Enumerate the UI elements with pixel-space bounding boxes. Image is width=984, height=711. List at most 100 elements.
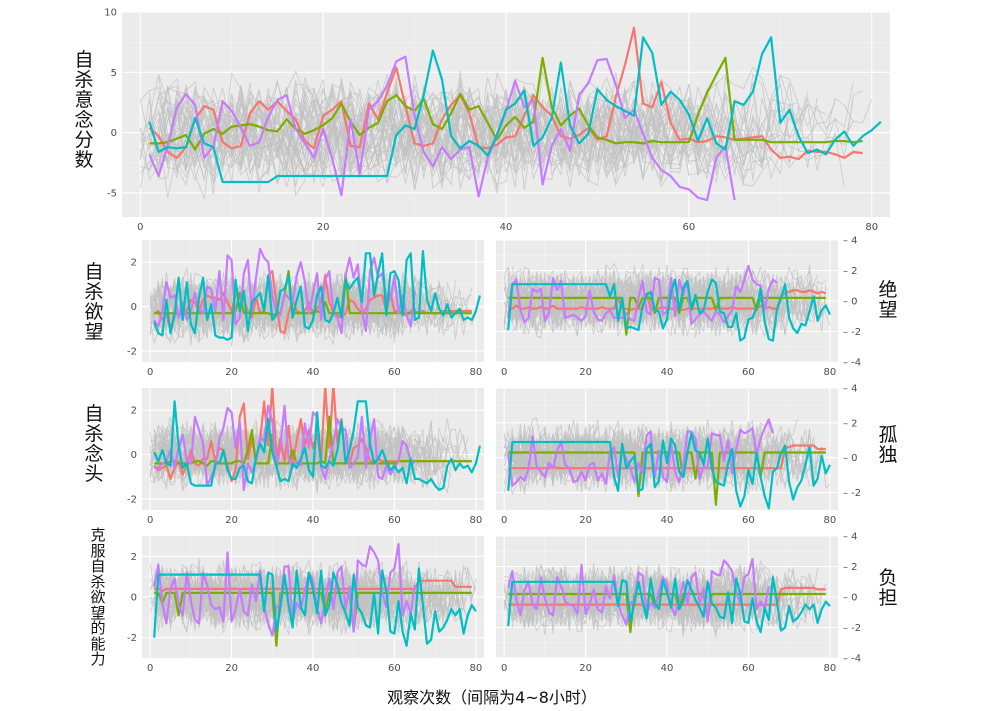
x-tick-label: 40 (661, 367, 674, 378)
y-tick-label: – -2 (843, 327, 861, 338)
background-line (158, 83, 799, 181)
highlight-series-group (153, 247, 481, 341)
background-line (503, 266, 823, 326)
series-line-2 (507, 418, 774, 487)
y-tick-label: 2 (131, 552, 137, 563)
x-tick-label: 20 (579, 367, 592, 378)
panel-left-2: 0 20 40 60 80 -2 0 2 (127, 388, 484, 526)
series-line-3 (507, 576, 831, 634)
y-tick-label: – 2 (843, 266, 858, 277)
x-tick-label: 80 (469, 663, 482, 674)
y-tick-label: -2 (127, 346, 137, 357)
y-tick-label: – 4 (843, 532, 858, 543)
x-tick-label: 20 (579, 515, 592, 526)
x-tick-label: 80 (865, 222, 878, 233)
x-tick-label: 80 (823, 367, 836, 378)
series-line-0 (507, 444, 826, 471)
x-tick-label: 0 (137, 222, 143, 233)
background-line (507, 422, 778, 480)
series-line-1 (508, 451, 826, 506)
x-tick-label: 60 (742, 663, 755, 674)
panel-right-3: 0 20 40 60 80 – -4 – -2 – 0 – 2 – 4 (496, 532, 861, 674)
x-tick-label: 60 (388, 663, 401, 674)
x-tick-label: 40 (500, 222, 513, 233)
right-2-label: 孤独 (878, 424, 898, 466)
x-tick-label: 0 (501, 367, 507, 378)
x-tick-label: 20 (317, 222, 330, 233)
highlight-series-group (153, 388, 481, 492)
y-tick-label: – -4 (843, 654, 861, 665)
x-tick-label: 60 (388, 367, 401, 378)
highlight-series-group (148, 26, 882, 202)
y-tick-label: – -2 (843, 623, 861, 634)
series-line-0 (508, 586, 826, 606)
y-tick-label: 2 (131, 258, 137, 269)
panel-left-3: 0 20 40 60 80 -2 0 2 (127, 536, 484, 674)
x-tick-label: 80 (823, 515, 836, 526)
y-tick-label: -5 (107, 188, 117, 199)
series-line-2 (148, 55, 736, 202)
panel-main: 0 20 40 60 80 -5 0 5 10 (104, 8, 890, 233)
highlight-series-group (507, 418, 831, 510)
series-line-1 (508, 296, 826, 336)
panel-right-1: 0 20 40 60 80 – -4 – -2 – 0 – 2 – 4 (496, 236, 861, 378)
x-tick-label: 20 (579, 663, 592, 674)
y-tick-label: 0 (131, 302, 137, 313)
panel-right-2: 0 20 40 60 80 – -2 – 0 – 2 – 4 (496, 384, 861, 526)
highlight-series-group (507, 264, 831, 342)
x-tick-label: 80 (469, 515, 482, 526)
x-tick-label: 80 (469, 367, 482, 378)
series-line-3 (153, 400, 481, 492)
x-tick-label: 40 (307, 367, 320, 378)
highlight-series-group (507, 557, 831, 634)
y-tick-label: – 2 (843, 418, 858, 429)
series-line-2 (507, 264, 778, 325)
y-tick-label: – 4 (843, 236, 858, 247)
right-3-label: 负担 (878, 567, 898, 609)
x-tick-label: 80 (823, 663, 836, 674)
series-line-1 (149, 56, 863, 151)
highlight-series-group (153, 542, 477, 647)
series-line-2 (507, 557, 770, 626)
series-line-3 (148, 36, 882, 184)
x-tick-label: 60 (682, 222, 695, 233)
panel-left-1: 0 20 40 60 80 -2 0 2 (127, 240, 484, 378)
background-line (158, 79, 854, 179)
series-line-3 (507, 432, 831, 510)
x-tick-label: 0 (147, 515, 153, 526)
background-line (511, 435, 831, 493)
x-tick-label: 40 (661, 663, 674, 674)
background-line (511, 568, 798, 627)
x-tick-label: 20 (225, 367, 238, 378)
x-tick-label: 60 (742, 367, 755, 378)
series-line-2 (153, 542, 416, 637)
y-tick-label: – -2 (843, 488, 861, 499)
series-line-0 (148, 26, 863, 161)
x-tick-label: 20 (225, 663, 238, 674)
series-line-3 (507, 278, 831, 342)
y-tick-label: 5 (111, 68, 117, 79)
y-tick-label: – 4 (843, 384, 858, 395)
x-tick-label: 20 (225, 515, 238, 526)
y-tick-label: 10 (104, 8, 117, 19)
x-tick-label: 40 (307, 663, 320, 674)
y-tick-label: -2 (127, 633, 137, 644)
x-tick-label: 0 (147, 367, 153, 378)
y-tick-label: – 2 (843, 562, 858, 573)
series-line-2 (154, 404, 416, 492)
y-tick-label: – -4 (843, 358, 861, 369)
y-tick-label: – 0 (843, 297, 858, 308)
y-tick-label: -2 (127, 494, 137, 505)
x-tick-label: 60 (742, 515, 755, 526)
background-line (503, 279, 827, 335)
x-tick-label: 0 (147, 663, 153, 674)
series-line-3 (153, 567, 477, 647)
x-tick-label: 40 (307, 515, 320, 526)
x-axis-title: 观察次数（间隔为4~8小时） (387, 688, 597, 707)
x-tick-label: 0 (501, 515, 507, 526)
y-tick-label: 0 (111, 128, 117, 139)
x-tick-label: 0 (501, 663, 507, 674)
background-line (153, 281, 391, 340)
series-line-3 (153, 250, 481, 341)
